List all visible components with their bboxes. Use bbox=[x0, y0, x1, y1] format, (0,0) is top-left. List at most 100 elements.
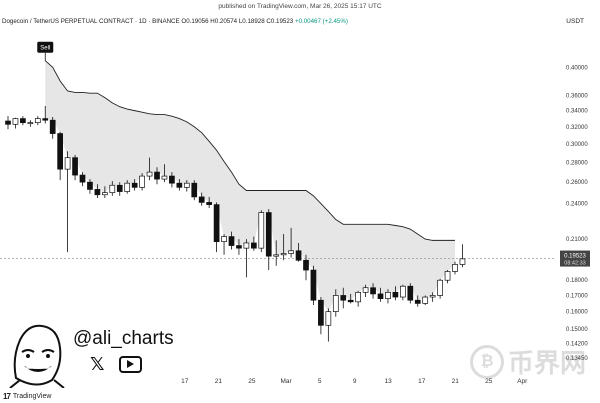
y-tick-label: 0.26000 bbox=[566, 180, 588, 186]
candle-body bbox=[154, 171, 160, 180]
y-tick-label: 0.40000 bbox=[566, 65, 588, 71]
x-tick-label: 21 bbox=[215, 378, 223, 385]
candle-body bbox=[251, 242, 257, 249]
y-tick-label: 0.18000 bbox=[566, 278, 588, 284]
author-avatar-icon bbox=[9, 324, 65, 388]
y-tick-label: 0.15000 bbox=[566, 327, 588, 333]
x-tick-label: 5 bbox=[318, 378, 322, 385]
candle-body bbox=[273, 254, 280, 257]
price-change: +0.00467 (+2.45%) bbox=[294, 18, 348, 25]
candle-body bbox=[146, 171, 153, 177]
x-tick-label: Mar bbox=[281, 378, 293, 385]
published-caption: published on TradingView.com, Mar 26, 20… bbox=[218, 3, 382, 10]
candle-body bbox=[459, 258, 466, 265]
candle-body bbox=[414, 299, 421, 304]
candle-body bbox=[169, 175, 175, 184]
chart-title: Dogecoin / TetherUS PERPETUAL CONTRACT ·… bbox=[2, 18, 348, 25]
candle-body bbox=[265, 212, 272, 257]
social-links: 𝕏 bbox=[90, 354, 142, 375]
candle-body bbox=[20, 118, 26, 124]
candle-body bbox=[452, 264, 458, 272]
y-tick-label: 0.32000 bbox=[566, 125, 588, 131]
candle-body bbox=[5, 120, 11, 125]
candle-body bbox=[318, 299, 324, 326]
x-tick-label: 25 bbox=[485, 378, 493, 385]
candle-body bbox=[116, 184, 123, 192]
candle-body bbox=[228, 236, 235, 246]
candle-body bbox=[139, 175, 145, 188]
watermark-text: 币界网 bbox=[508, 349, 587, 379]
candle-body bbox=[236, 245, 242, 249]
candle-body bbox=[213, 204, 220, 243]
last-price-label: 0.19523 bbox=[564, 254, 586, 260]
candle-body bbox=[183, 182, 190, 188]
bitcoin-coin-icon: ₿ bbox=[470, 344, 504, 379]
candle-body bbox=[437, 279, 443, 296]
candle-body bbox=[34, 118, 41, 124]
candle-body bbox=[288, 250, 294, 254]
candle-body bbox=[57, 133, 64, 170]
watermark: ₿ 币界网 bbox=[470, 343, 586, 380]
symbol-title: Dogecoin / TetherUS PERPETUAL CONTRACT ·… bbox=[2, 18, 180, 25]
candle-body bbox=[206, 202, 212, 205]
candle-body bbox=[325, 311, 332, 326]
candle-body bbox=[407, 285, 414, 301]
y-tick-label: 0.24000 bbox=[566, 202, 588, 208]
candle-body bbox=[258, 212, 265, 249]
candle-body bbox=[64, 157, 71, 170]
candle-body bbox=[332, 295, 339, 312]
y-tick-label: 0.36000 bbox=[566, 93, 588, 99]
y-tick-label: 0.28000 bbox=[566, 160, 588, 166]
candle-body bbox=[295, 250, 302, 261]
candle-body bbox=[303, 259, 309, 271]
candle-body bbox=[87, 181, 93, 190]
author-handle: @ali_charts bbox=[73, 328, 174, 349]
candle-body bbox=[355, 291, 361, 303]
candle-body bbox=[94, 189, 101, 196]
candle-body bbox=[49, 119, 56, 134]
candle-body bbox=[161, 175, 168, 180]
candle-body bbox=[101, 192, 108, 196]
supertrend-line bbox=[44, 60, 455, 241]
sell-signal-label: Sell bbox=[40, 46, 50, 52]
candle-body bbox=[377, 293, 384, 299]
y-tick-label: 0.30000 bbox=[566, 142, 588, 148]
candle-body bbox=[124, 182, 131, 192]
candle-body bbox=[42, 118, 49, 121]
x-tick-label: 25 bbox=[248, 378, 256, 385]
candle-body bbox=[72, 157, 78, 176]
candle-body bbox=[444, 271, 451, 281]
candle-body bbox=[385, 291, 391, 299]
candle-body bbox=[340, 295, 347, 301]
candle-body bbox=[400, 285, 406, 298]
tradingview-logo-icon: 17 bbox=[3, 392, 11, 401]
y-tick-label: 0.34000 bbox=[566, 109, 588, 115]
candle-body bbox=[109, 184, 116, 193]
candle-body bbox=[370, 287, 376, 295]
currency-label: USDT bbox=[566, 18, 584, 25]
supertrend-fill bbox=[45, 60, 455, 312]
candle-body bbox=[198, 196, 205, 203]
candle-body bbox=[131, 182, 138, 188]
youtube-icon[interactable] bbox=[118, 356, 142, 373]
candle-body bbox=[362, 287, 369, 293]
brand-name: TradingView bbox=[12, 393, 52, 400]
ohlc-values: O0.19056 H0.20574 L0.18928 C0.19523 bbox=[181, 18, 294, 25]
y-tick-label: 0.14200 bbox=[566, 341, 588, 347]
countdown-label: 08:42:33 bbox=[564, 261, 585, 267]
candle-body bbox=[79, 174, 86, 183]
candle-body bbox=[347, 299, 354, 303]
y-tick-label: 0.13450 bbox=[566, 356, 588, 362]
candle-body bbox=[310, 269, 317, 301]
sell-signal-box bbox=[37, 41, 54, 53]
candle-body bbox=[12, 118, 19, 125]
x-tick-label: 21 bbox=[452, 378, 460, 385]
candle-body bbox=[392, 291, 399, 298]
candle-body bbox=[221, 236, 227, 243]
x-tick-label: Apr bbox=[517, 378, 528, 385]
candle-body bbox=[243, 242, 250, 249]
x-twitter-icon[interactable]: 𝕏 bbox=[90, 354, 105, 375]
x-tick-label: 13 bbox=[385, 378, 393, 385]
tradingview-brand: 17 TradingView bbox=[3, 392, 51, 401]
